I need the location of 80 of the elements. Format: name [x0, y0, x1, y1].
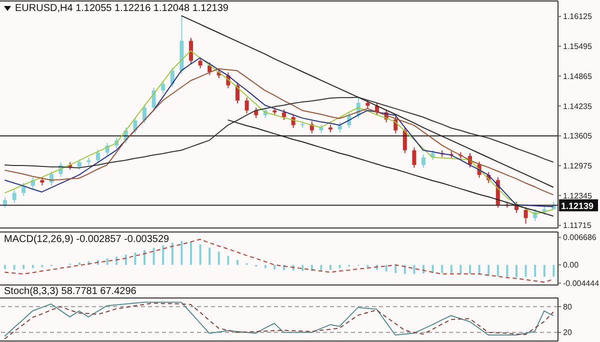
- bar: [534, 264, 536, 277]
- bar: [320, 264, 322, 271]
- bar: [366, 264, 369, 268]
- candlestick: [236, 82, 240, 104]
- chart-title: MACD(12,26,9) -0.002857 -0.003529: [4, 234, 170, 245]
- bar: [32, 264, 34, 268]
- candlestick: [133, 117, 138, 134]
- bar: [124, 254, 127, 265]
- candlestick: [22, 182, 26, 196]
- bar: [274, 264, 276, 270]
- bar: [385, 264, 388, 272]
- candlestick: [77, 158, 82, 170]
- bar: [78, 262, 80, 265]
- candlestick: [3, 196, 7, 208]
- y-tick-label: 1.12345: [563, 191, 592, 200]
- bar: [106, 258, 108, 265]
- bar: [134, 252, 136, 265]
- y-tick-label: 1.11715: [563, 221, 592, 230]
- bar: [236, 260, 238, 265]
- candlestick: [189, 37, 193, 64]
- bar: [543, 264, 546, 277]
- candlestick: [282, 109, 286, 120]
- bar: [218, 252, 220, 265]
- bar: [506, 264, 508, 278]
- bar: [41, 264, 44, 268]
- y-tick-label: 1.16125: [563, 12, 592, 22]
- candlestick: [12, 190, 16, 204]
- bar: [13, 264, 16, 270]
- bar: [496, 264, 499, 276]
- bar: [302, 264, 304, 272]
- bar: [460, 264, 462, 274]
- candlestick: [412, 146, 416, 168]
- ref-line-label: 1.12139: [561, 200, 594, 211]
- candlestick: [161, 80, 166, 94]
- bar: [171, 242, 174, 265]
- bar: [338, 264, 341, 268]
- candlestick: [422, 154, 426, 168]
- y-tick-label: 1.14235: [563, 102, 592, 111]
- bar: [144, 250, 146, 265]
- candlestick: [244, 97, 249, 114]
- bar: [516, 264, 518, 278]
- bar: [469, 264, 471, 274]
- bar: [441, 264, 444, 274]
- bar: [552, 264, 555, 277]
- y-tick-label: 20: [563, 328, 572, 338]
- bar: [208, 248, 211, 265]
- bar: [394, 264, 397, 274]
- y-tick-label: 80: [563, 302, 572, 312]
- bar: [190, 242, 192, 265]
- candlestick: [402, 127, 407, 154]
- y-tick-label: 0.006686: [563, 233, 597, 242]
- bar: [162, 245, 164, 265]
- candlestick: [170, 67, 174, 88]
- candlestick: [524, 206, 528, 224]
- y-tick-label: -0.004444: [563, 278, 600, 288]
- candlestick: [142, 104, 146, 124]
- bar: [524, 264, 527, 277]
- y-tick-label: 1.15495: [563, 42, 592, 52]
- candlestick: [198, 57, 202, 69]
- y-tick-label: 1.13605: [563, 132, 592, 141]
- candlestick: [96, 149, 100, 164]
- bar: [450, 264, 452, 274]
- bar: [432, 264, 434, 274]
- chart-title: EURUSD,H4 1.12055 1.12216 1.12048 1.12139: [15, 3, 228, 14]
- bar: [488, 264, 490, 276]
- candlestick: [338, 122, 342, 133]
- y-tick-label: 0.00: [563, 260, 580, 270]
- bar: [180, 241, 183, 265]
- chart-title: Stoch(8,3,3) 58.7781 67.4296: [4, 286, 136, 297]
- y-tick-label: 1.12975: [563, 162, 592, 171]
- bar: [404, 264, 406, 274]
- bar: [199, 244, 202, 265]
- bar: [22, 264, 25, 269]
- bar: [152, 248, 155, 265]
- y-tick-label: 1.14865: [563, 72, 592, 81]
- bar: [413, 264, 416, 274]
- bar: [227, 256, 230, 265]
- bar: [264, 264, 266, 268]
- bar: [330, 264, 332, 270]
- bar: [4, 264, 6, 269]
